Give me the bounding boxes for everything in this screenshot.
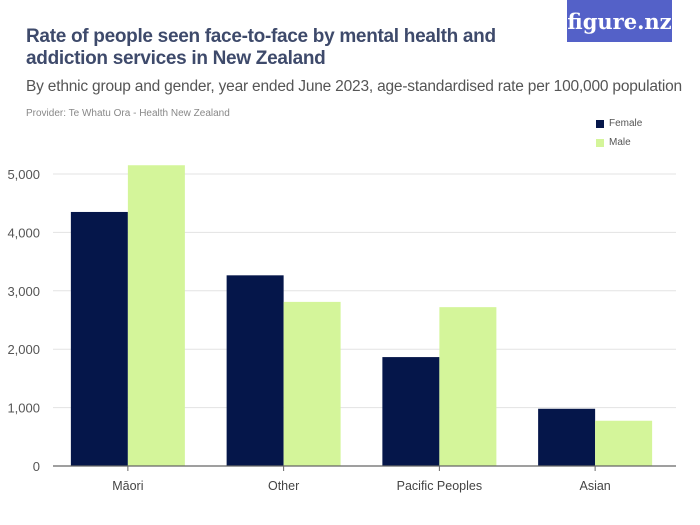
- bar-male: [595, 420, 653, 466]
- x-tick-label: Other: [268, 479, 299, 493]
- x-tick-label: Pacific Peoples: [397, 479, 482, 493]
- y-tick-label: 0: [33, 459, 40, 474]
- y-tick-label: 4,000: [7, 225, 40, 240]
- bar-female: [538, 408, 596, 466]
- legend-item-female: Female: [596, 114, 642, 133]
- bar-female: [382, 357, 440, 466]
- x-tick-label: Asian: [579, 479, 610, 493]
- chart-title: Rate of people seen face-to-face by ment…: [26, 26, 496, 69]
- y-tick-label: 2,000: [7, 342, 40, 357]
- legend-swatch-male: [596, 138, 604, 147]
- y-tick-label: 1,000: [7, 401, 40, 416]
- bar-female: [70, 211, 128, 466]
- figure-nz-logo[interactable]: figure.nz: [567, 0, 672, 42]
- y-tick-label: 5,000: [7, 167, 40, 182]
- bar-male: [439, 307, 497, 466]
- legend-item-male: Male: [596, 133, 642, 152]
- bar-female: [226, 275, 284, 466]
- legend-label-male: Male: [609, 137, 631, 148]
- x-tick-label: Māori: [112, 479, 143, 493]
- bar-male: [127, 165, 185, 467]
- legend-swatch-female: [596, 119, 604, 128]
- chart-subtitle: By ethnic group and gender, year ended J…: [26, 78, 682, 95]
- legend-label-female: Female: [609, 118, 643, 129]
- bar-male: [283, 301, 341, 466]
- legend: Female Male: [596, 114, 642, 152]
- y-tick-label: 3,000: [7, 284, 40, 299]
- provider-note: Provider: Te Whatu Ora - Health New Zeal…: [26, 108, 230, 119]
